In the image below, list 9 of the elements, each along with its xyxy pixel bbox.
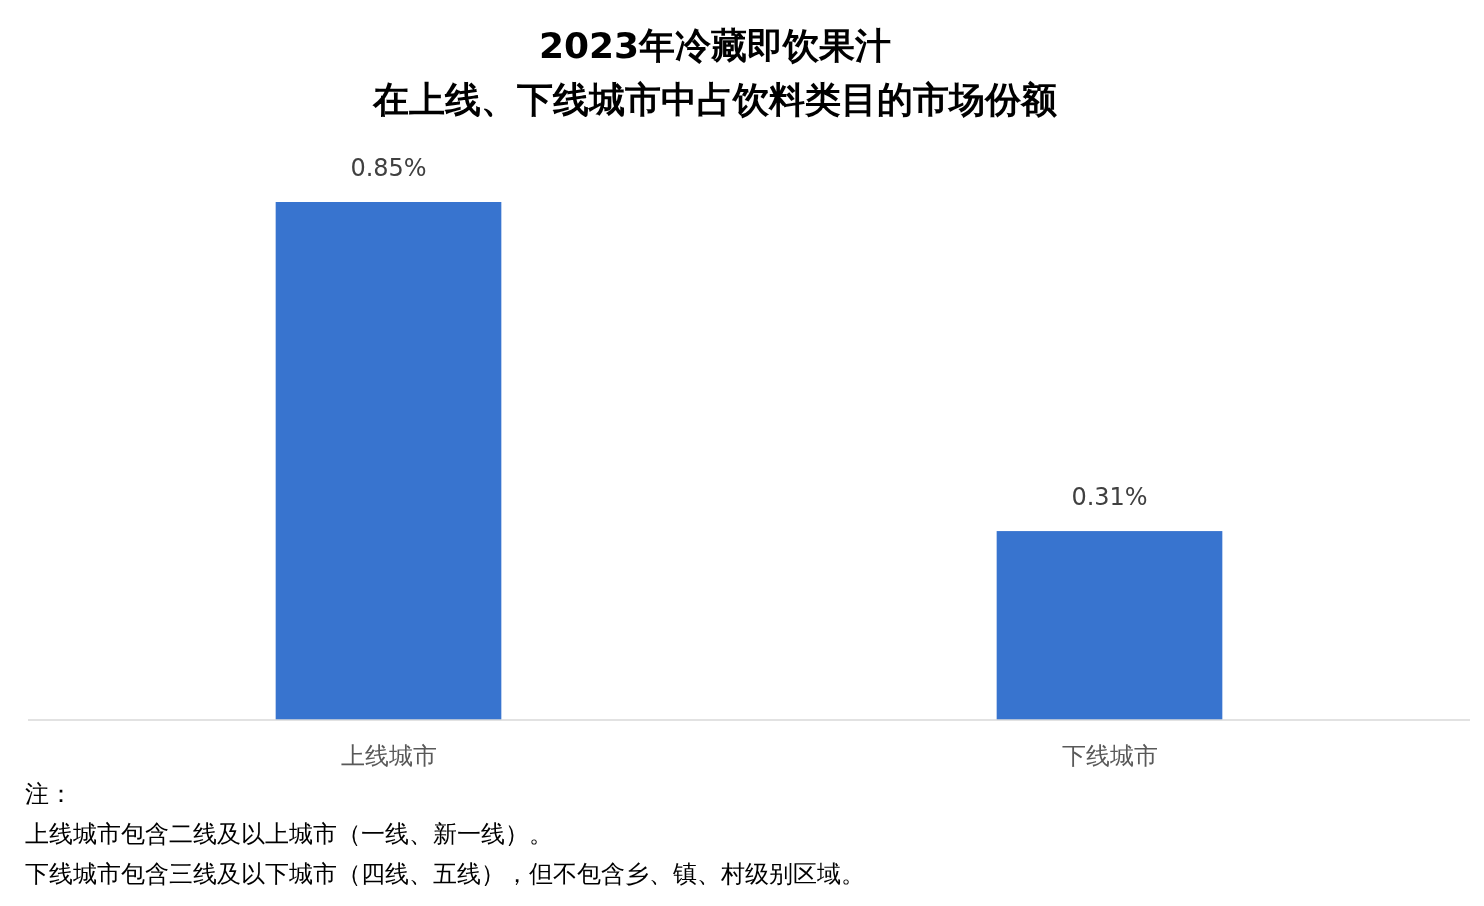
- chart-subtitle: 在上线、下线城市中占饮料类目的市场份额: [372, 79, 1057, 120]
- chart-title: 2023年冷藏即饮果汁: [538, 25, 892, 66]
- text: 上线城市包含二线及以上城市（一线、新一线）。: [25, 820, 553, 848]
- x-tick-label: 下线城市: [1061, 742, 1158, 770]
- text: 注：: [25, 780, 73, 808]
- data-label: 0.85%: [350, 154, 427, 182]
- data-label: 0.31%: [1071, 483, 1148, 512]
- x-tick-label: 上线城市: [340, 742, 437, 770]
- text: 下线城市包含三线及以下城市（四线、五线），但不包含乡、镇、村级别区域。: [25, 860, 865, 888]
